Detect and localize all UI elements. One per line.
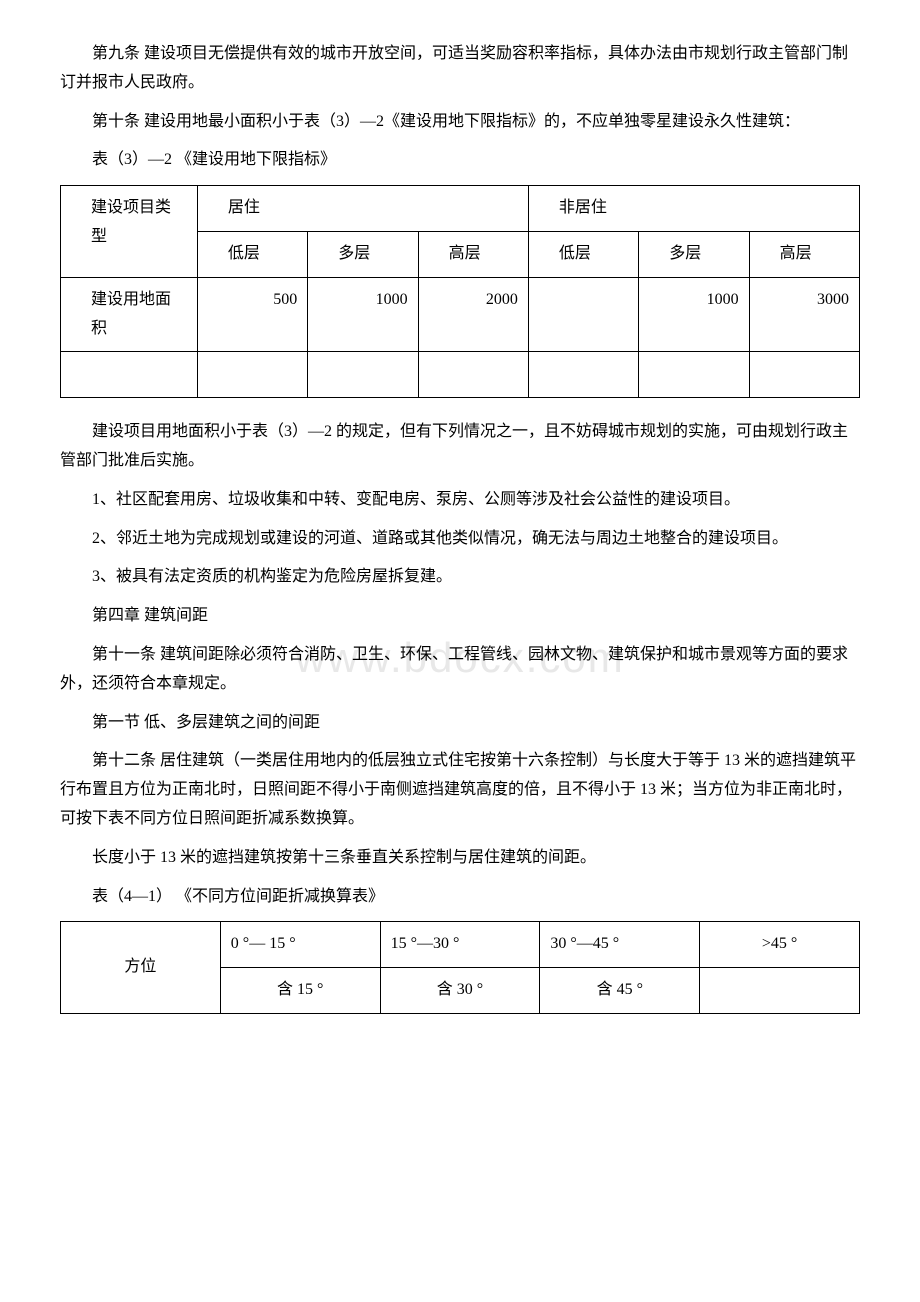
table1-col-multi2: 多层	[639, 231, 749, 277]
section-1-title: 第一节 低、多层建筑之间的间距	[60, 709, 860, 738]
table1-group-residential: 居住	[197, 186, 528, 232]
table2-range-4: >45 °	[700, 922, 860, 968]
table1-header-land-area: 建设用地面积	[61, 277, 198, 352]
table2-include-15: 含 15 °	[220, 968, 380, 1014]
table-land-use-lower-limit: 建设项目类型 居住 非居住 低层 多层 高层 低层 多层 高层 建设用地面积 5…	[60, 185, 860, 398]
paragraph-exception-3: 3、被具有法定资质的机构鉴定为危险房屋拆复建。	[60, 563, 860, 592]
table1-empty-7	[749, 352, 859, 398]
table1-empty-5	[528, 352, 638, 398]
table1-col-high1: 高层	[418, 231, 528, 277]
table2-range-1: 0 °— 15 °	[220, 922, 380, 968]
table1-val-1: 500	[197, 277, 307, 352]
paragraph-exception-2: 2、邻近土地为完成规划或建设的河道、道路或其他类似情况，确无法与周边土地整合的建…	[60, 525, 860, 554]
table1-empty-4	[418, 352, 528, 398]
table1-col-multi1: 多层	[308, 231, 418, 277]
table1-empty-1	[61, 352, 198, 398]
table1-caption: 表（3）—2 《建设用地下限指标》	[60, 146, 860, 175]
paragraph-article-10: 第十条 建设用地最小面积小于表（3）—2《建设用地下限指标》的，不应单独零星建设…	[60, 108, 860, 137]
table-orientation-reduction: 方位 0 °— 15 ° 15 °—30 ° 30 °—45 ° >45 ° 含…	[60, 921, 860, 1014]
table2-include-30: 含 30 °	[380, 968, 540, 1014]
paragraph-exception-intro: 建设项目用地面积小于表（3）—2 的规定，但有下列情况之一，且不妨碍城市规划的实…	[60, 418, 860, 476]
table1-group-nonresidential: 非居住	[528, 186, 859, 232]
table2-caption: 表（4—1） 《不同方位间距折减换算表》	[60, 883, 860, 912]
table2-range-3: 30 °—45 °	[540, 922, 700, 968]
table1-col-low2: 低层	[528, 231, 638, 277]
table1-header-project-type: 建设项目类型	[61, 186, 198, 278]
table1-val-5: 1000	[639, 277, 749, 352]
table1-empty-3	[308, 352, 418, 398]
table2-empty	[700, 968, 860, 1014]
table1-val-3: 2000	[418, 277, 528, 352]
paragraph-article-11: 第十一条 建筑间距除必须符合消防、卫生、环保、工程管线、园林文物、建筑保护和城市…	[60, 641, 860, 699]
table1-empty-6	[639, 352, 749, 398]
chapter-4-title: 第四章 建筑间距	[60, 602, 860, 631]
table1-val-4	[528, 277, 638, 352]
table1-val-2: 1000	[308, 277, 418, 352]
paragraph-article-12-note: 长度小于 13 米的遮挡建筑按第十三条垂直关系控制与居住建筑的间距。	[60, 844, 860, 873]
table2-header-orientation: 方位	[61, 922, 221, 1014]
table1-val-6: 3000	[749, 277, 859, 352]
paragraph-exception-1: 1、社区配套用房、垃圾收集和中转、变配电房、泵房、公厕等涉及社会公益性的建设项目…	[60, 486, 860, 515]
table2-include-45: 含 45 °	[540, 968, 700, 1014]
paragraph-article-12: 第十二条 居住建筑（一类居住用地内的低层独立式住宅按第十六条控制）与长度大于等于…	[60, 747, 860, 833]
document-content: 第九条 建设项目无偿提供有效的城市开放空间，可适当奖励容积率指标，具体办法由市规…	[60, 40, 860, 1014]
table1-col-low1: 低层	[197, 231, 307, 277]
table1-col-high2: 高层	[749, 231, 859, 277]
table1-empty-2	[197, 352, 307, 398]
table2-range-2: 15 °—30 °	[380, 922, 540, 968]
paragraph-article-9: 第九条 建设项目无偿提供有效的城市开放空间，可适当奖励容积率指标，具体办法由市规…	[60, 40, 860, 98]
